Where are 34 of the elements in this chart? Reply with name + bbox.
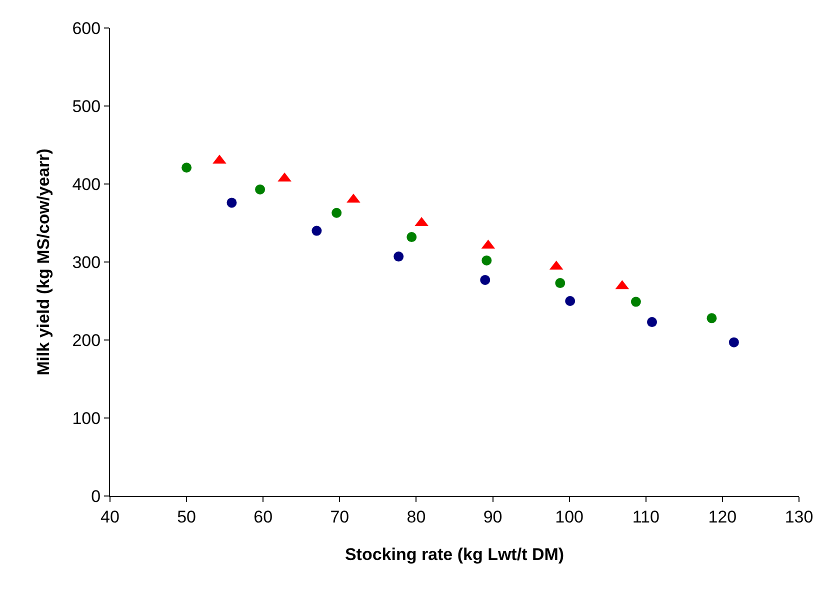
point (312, 226, 322, 236)
y-tick-label: 100 (72, 408, 101, 428)
x-tick-label: 80 (406, 507, 426, 526)
x-tick-label: 100 (555, 507, 584, 526)
x-tick-label: 50 (177, 507, 196, 526)
x-tick-label: 120 (708, 507, 737, 526)
point (728, 337, 739, 348)
point (480, 274, 490, 285)
y-tick-label: 0 (91, 486, 101, 506)
x-axis-title: Stocking rate (kg Lwt/t DM) (344, 544, 564, 564)
point (394, 252, 404, 262)
x-tick-label: 110 (632, 507, 660, 526)
point (555, 278, 566, 288)
point (482, 255, 492, 266)
point (255, 184, 266, 194)
y-tick-label: 400 (72, 174, 101, 194)
x-tick-label: 60 (254, 507, 273, 526)
point (706, 313, 717, 324)
point (332, 208, 342, 218)
y-tick-label: 300 (72, 252, 101, 272)
point (182, 162, 192, 173)
x-tick-label: 130 (784, 507, 814, 526)
point (647, 317, 658, 328)
y-tick-label: 200 (72, 330, 101, 350)
y-axis-title: Milk yield (kg MS/cow/yearr) (34, 148, 53, 376)
y-tick-label: 600 (72, 18, 101, 38)
point (406, 232, 417, 242)
x-tick-label: 70 (330, 507, 350, 526)
x-tick-label: 40 (100, 507, 120, 526)
y-tick-label: 500 (72, 96, 101, 116)
point (630, 296, 641, 307)
x-tick-label: 90 (483, 507, 502, 526)
point (565, 296, 576, 306)
point (226, 198, 237, 208)
